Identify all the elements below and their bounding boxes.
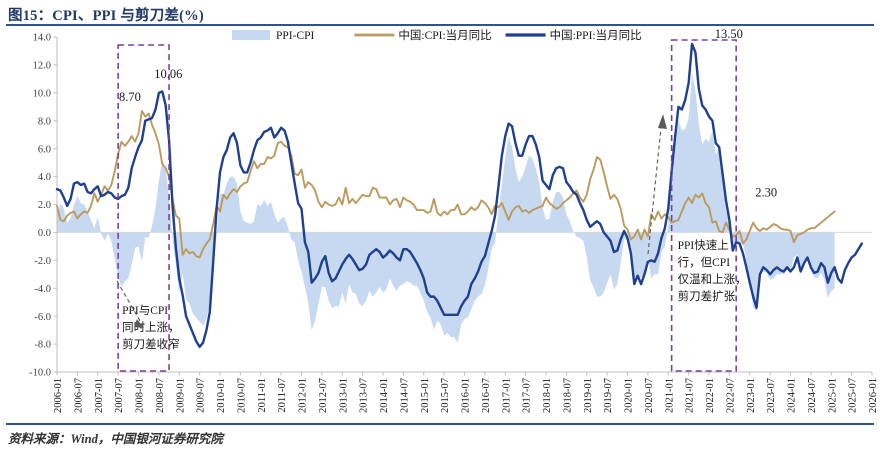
x-tick-label: 2015-01: [420, 378, 431, 413]
x-tick-label: 2023-07: [766, 378, 777, 413]
y-axis: -10.0 -8.0 -6.0 -4.0 -2.0 0.0 2.0 4.0 6.0 8.0 10.0…: [29, 33, 58, 379]
chart-legend: PPI-CPI 中国:CPI:当月同比 中国:PPI:当月同比: [232, 28, 642, 42]
annotation-box: [117, 44, 170, 372]
x-tick-label: 2017-01: [501, 378, 512, 413]
x-tick-label: 2020-01: [624, 378, 635, 413]
x-tick-label: 2019-07: [603, 378, 614, 413]
x-tick-label: 2025-07: [848, 378, 859, 413]
x-tick-label: 2012-01: [298, 378, 309, 413]
y-tick-label: 2.0: [38, 200, 51, 211]
y-tick-label: -2.0: [34, 256, 51, 267]
x-tick-label: 2011-07: [277, 378, 288, 413]
x-tick-label: 2013-01: [338, 378, 349, 413]
x-tick-label: 2018-07: [562, 378, 573, 413]
x-tick-label: 2011-01: [257, 378, 268, 413]
x-tick-label: 2021-07: [685, 378, 696, 413]
footer-divider: [6, 423, 874, 425]
series-line: [55, 42, 864, 349]
x-tick-label: 2026-01: [868, 378, 879, 413]
point-label: 2.30: [755, 185, 777, 199]
annotation-line: 剪刀差扩张: [678, 289, 736, 303]
x-tick-label: 2014-07: [399, 378, 410, 413]
x-tick-label: 2008-01: [135, 378, 146, 413]
legend-label: 中国:CPI:当月同比: [398, 28, 491, 42]
annotation-box: [670, 39, 737, 372]
x-tick-label: 2016-01: [461, 378, 472, 413]
annotation-line: 仅温和上涨，: [678, 272, 747, 286]
x-tick-label: 2019-01: [583, 378, 594, 413]
x-tick-label: 2025-01: [827, 378, 838, 413]
y-tick-label: 8.0: [38, 116, 51, 127]
legend-label: 中国:PPI:当月同比: [550, 28, 642, 42]
legend-swatch-area: [232, 30, 270, 40]
x-tick-label: 2007-07: [114, 378, 125, 413]
annotation-line: PPI与CPI: [122, 304, 168, 317]
x-tick-label: 2010-01: [216, 378, 227, 413]
left-callout-arrow: [116, 280, 144, 327]
x-tick-label: 2023-01: [746, 378, 757, 413]
annotation-line: 剪刀差收窄: [122, 337, 180, 351]
annotation-line: 行，但CPI: [678, 256, 731, 269]
point-label: 10.06: [154, 67, 182, 81]
x-tick-label: 2022-07: [725, 378, 736, 413]
x-tick-label: 2008-07: [155, 378, 166, 413]
figure-title: 图15：CPI、PPI 与剪刀差(%): [8, 8, 204, 24]
y-tick-label: 4.0: [38, 172, 51, 183]
x-tick-label: 2014-01: [379, 378, 390, 413]
x-tick-label: 2024-01: [787, 378, 798, 413]
x-tick-label: 2012-07: [318, 378, 329, 413]
left-callout-arrowhead: [134, 319, 144, 328]
right-callout-arrow: [647, 117, 663, 255]
x-tick-label: 2015-07: [440, 378, 451, 413]
x-tick-label: 2016-07: [481, 378, 492, 413]
area-ppi-minus-cpi: [57, 73, 835, 343]
series-line: [56, 110, 836, 259]
y-tick-label: 14.0: [33, 33, 51, 44]
x-tick-label: 2007-01: [94, 378, 105, 413]
right-callout-arrowhead: [658, 114, 667, 129]
point-label: 8.70: [119, 90, 141, 104]
x-tick-label: 2009-01: [175, 378, 186, 413]
y-tick-label: 10.0: [33, 88, 51, 99]
x-tick-label: 2006-01: [53, 378, 64, 413]
annotation-line: 同时上涨，: [122, 321, 180, 334]
title-divider: [6, 24, 874, 26]
y-tick-label: 0.0: [38, 228, 51, 239]
y-tick-label: -4.0: [34, 284, 51, 295]
annotation-line: PPI快速上: [678, 239, 729, 252]
x-tick-label: 2006-07: [73, 378, 84, 413]
point-labels-layer: 10.06 8.70 13.50 2.30: [119, 27, 777, 199]
x-tick-label: 2010-07: [236, 378, 247, 413]
chart-canvas: -10.0 -8.0 -6.0 -4.0 -2.0 0.0 2.0 4.0 6.0 8.0 10.0…: [29, 27, 879, 413]
x-tick-label: 2021-01: [664, 378, 675, 413]
y-tick-label: -10.0: [29, 368, 51, 379]
x-tick-label: 2022-01: [705, 378, 716, 413]
figure-source: 资料来源：Wind，中国银河证券研究院: [8, 432, 223, 446]
x-tick-label: 2017-07: [522, 378, 533, 413]
x-tick-label: 2018-01: [542, 378, 553, 413]
y-tick-label: 6.0: [38, 144, 51, 155]
legend-label: PPI-CPI: [276, 30, 315, 42]
area-series-ppi-minus-cpi: [57, 73, 835, 343]
y-tick-label: -6.0: [34, 312, 51, 323]
y-tick-label: -8.0: [34, 340, 51, 351]
x-tick-label: 2020-07: [644, 378, 655, 413]
x-tick-label: 2013-07: [359, 378, 370, 413]
y-tick-label: 12.0: [33, 61, 51, 72]
x-tick-label: 2024-07: [807, 378, 818, 413]
x-tick-label: 2009-07: [196, 378, 207, 413]
line-series-layer: [55, 42, 864, 349]
point-label: 13.50: [715, 27, 743, 41]
x-axis: 2006-01 2006-07 2007-01 2007-07 2008-01 2008-…: [53, 371, 879, 413]
